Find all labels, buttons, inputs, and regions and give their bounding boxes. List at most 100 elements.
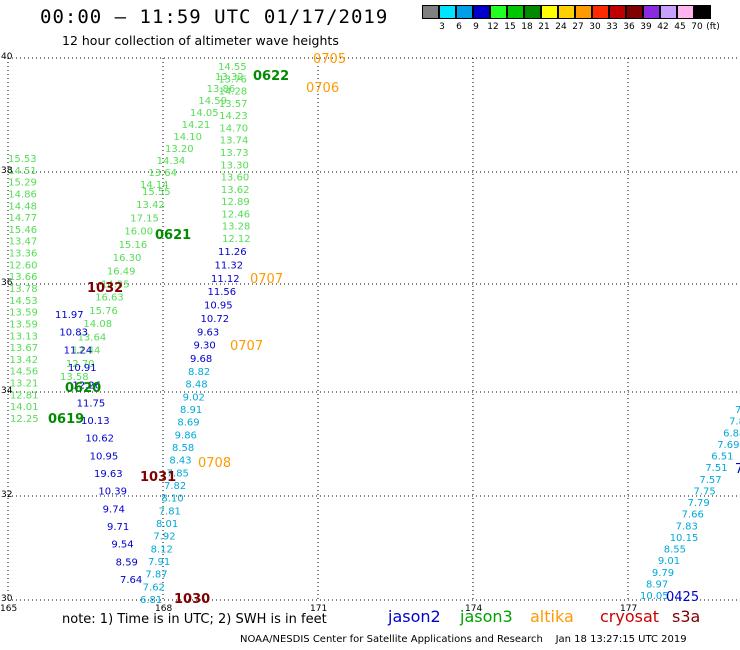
legend-swatch xyxy=(439,5,456,19)
legend-swatch xyxy=(456,5,473,19)
wave-height-value: 0708 xyxy=(198,456,231,471)
wave-height-value: 1031 xyxy=(140,470,176,485)
wave-height-value: 7.85 xyxy=(167,468,189,479)
legend-swatch xyxy=(473,5,490,19)
legend-swatch xyxy=(660,5,677,19)
legend-swatch xyxy=(490,5,507,19)
wave-height-value: 7.51 xyxy=(705,463,727,474)
wave-height-value: 7.91 xyxy=(148,557,170,568)
wave-height-value: 13.78 xyxy=(9,284,38,295)
wave-height-value: 1032 xyxy=(87,281,123,296)
wave-height-value: 7.69 xyxy=(717,440,739,451)
wave-height-value: 11.26 xyxy=(218,247,247,258)
latitude-label: 40 xyxy=(1,52,13,62)
wave-height-value: 12.44 xyxy=(72,346,101,357)
wave-height-value: 8.91 xyxy=(180,405,202,416)
wave-height-value: 10.95 xyxy=(90,451,119,462)
wave-height-value: 14.53 xyxy=(9,296,38,307)
wave-height-value: 13.62 xyxy=(221,185,250,196)
wave-height-value: 7.75 xyxy=(693,486,715,497)
wave-height-value: 13.64 xyxy=(148,168,177,179)
wave-height-value: 14.28 xyxy=(219,87,248,98)
wave-height-value: 13.13 xyxy=(9,331,38,342)
wave-height-value: 12.60 xyxy=(9,260,38,271)
wave-height-value: 10.15 xyxy=(670,533,699,544)
wave-height-value: 13.67 xyxy=(9,343,38,354)
wave-height-value: 13.86 xyxy=(207,84,236,95)
wave-height-value: 14.05 xyxy=(190,108,219,119)
wave-height-value: 0619 xyxy=(48,412,84,427)
wave-height-value: 13.66 xyxy=(9,272,38,283)
wave-height-value: 10.72 xyxy=(201,314,230,325)
wave-height-value: 0620 xyxy=(65,381,101,396)
longitude-label: 177 xyxy=(620,604,638,614)
wave-height-value: 14.10 xyxy=(173,132,202,143)
wave-height-value: 13.20 xyxy=(165,144,194,155)
wave-height-value: 7.57 xyxy=(699,475,721,486)
wave-height-value: 14.34 xyxy=(157,156,186,167)
wave-height-value: 12.12 xyxy=(222,234,251,245)
wave-height-value: 10.05 xyxy=(640,591,669,602)
wave-height-value: 8.69 xyxy=(177,418,199,429)
wave-height-value: 0425 xyxy=(666,590,699,605)
wave-height-value: 1030 xyxy=(174,592,210,607)
legend-label: 27 xyxy=(572,22,584,32)
wave-height-value: 9.74 xyxy=(103,504,125,515)
wave-height-value: 14.70 xyxy=(219,123,248,134)
wave-height-value: 0622 xyxy=(253,69,289,84)
wave-height-value: 6.88 xyxy=(723,428,740,439)
wave-height-value: 13.59 xyxy=(9,308,38,319)
wave-height-value: 11.97 xyxy=(55,310,84,321)
satellite-cryosat: cryosat xyxy=(600,607,660,626)
wave-height-value: 16.00 xyxy=(124,227,153,238)
wave-height-value: 9.68 xyxy=(190,354,212,365)
wave-height-value: 12.26 xyxy=(72,381,101,392)
wave-height-value: 7.83 xyxy=(729,417,740,428)
legend-label: 33 xyxy=(606,22,618,32)
legend-swatch xyxy=(609,5,626,19)
wave-height-value: 9.02 xyxy=(183,392,205,403)
wave-height-value: 13.64 xyxy=(78,332,107,343)
wave-height-value: 8.48 xyxy=(185,380,207,391)
wave-height-value: 13.28 xyxy=(222,222,251,233)
longitude-label: 165 xyxy=(0,604,18,614)
legend-label: 42 xyxy=(657,22,669,32)
wave-height-value: 14.77 xyxy=(8,213,37,224)
wave-height-value: 14.14 xyxy=(140,180,169,191)
wave-height-value: 9.86 xyxy=(175,430,197,441)
satellite-jason2: jason2 xyxy=(388,607,441,626)
wave-height-value: 0707 xyxy=(250,272,283,287)
legend-label: 12 xyxy=(487,22,499,32)
wave-height-value: 8.55 xyxy=(664,545,686,556)
legend-label: 6 xyxy=(456,22,462,32)
lat-lon-grid xyxy=(7,57,740,601)
map-subtitle: 12 hour collection of altimeter wave hei… xyxy=(62,33,339,48)
wave-height-value: 14.86 xyxy=(8,189,37,200)
legend-swatch xyxy=(507,5,524,19)
wave-height-value: 9.54 xyxy=(111,540,133,551)
wave-height-value: 9.30 xyxy=(194,341,216,352)
satellite-s3a: s3a xyxy=(672,607,701,626)
wave-height-value: 8.43 xyxy=(169,456,191,467)
wave-height-value: 6.51 xyxy=(711,452,733,463)
longitude-label: 174 xyxy=(465,604,483,614)
wave-height-value: 8.12 xyxy=(151,544,173,555)
wave-height-value: 14.51 xyxy=(8,166,37,177)
wave-height-value: 13.73 xyxy=(220,148,249,159)
wave-height-value: 9.79 xyxy=(652,568,674,579)
wave-height-value: 0621 xyxy=(155,228,191,243)
wave-height-value: 0707 xyxy=(230,339,263,354)
wave-height-value: 6.81 xyxy=(140,595,162,606)
wave-height-value: 7.79 xyxy=(688,498,710,509)
wave-height-value: 13.32 xyxy=(215,72,244,83)
legend-swatch xyxy=(575,5,592,19)
wave-height-value: 13.58 xyxy=(60,372,89,383)
wave-height-value: 13.36 xyxy=(9,249,38,260)
wave-height-value: 0706 xyxy=(306,81,339,96)
wave-height-value: 8.58 xyxy=(172,443,194,454)
legend-label: 18 xyxy=(521,22,533,32)
credit-line: NOAA/NESDIS Center for Satellite Applica… xyxy=(240,634,687,645)
legend-swatch xyxy=(524,5,541,19)
wave-height-value: 11.32 xyxy=(215,260,244,271)
